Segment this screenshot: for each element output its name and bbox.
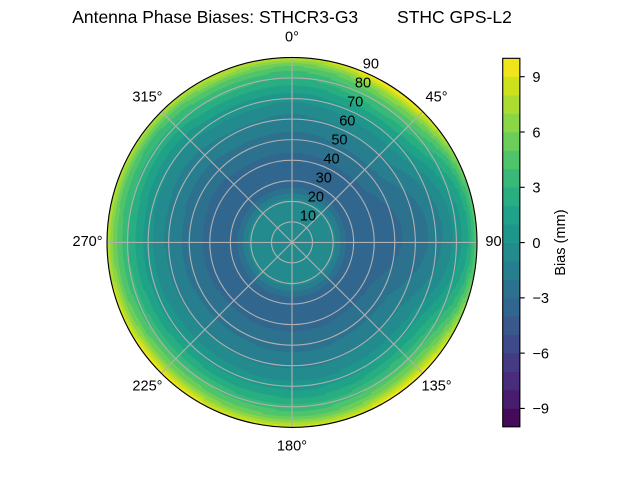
svg-text:−6: −6	[532, 346, 549, 362]
svg-text:180°: 180°	[277, 439, 307, 455]
svg-text:135°: 135°	[421, 379, 451, 395]
svg-text:70: 70	[347, 94, 363, 110]
svg-text:60: 60	[339, 113, 355, 129]
svg-text:90: 90	[363, 56, 379, 72]
svg-text:315°: 315°	[132, 90, 162, 106]
svg-text:30: 30	[316, 170, 332, 186]
svg-text:270°: 270°	[72, 234, 102, 250]
svg-text:40: 40	[323, 151, 339, 167]
svg-text:6: 6	[532, 125, 540, 141]
svg-text:45°: 45°	[426, 90, 448, 106]
svg-text:90°: 90°	[485, 234, 507, 250]
svg-text:225°: 225°	[132, 379, 162, 395]
svg-text:−9: −9	[532, 402, 549, 418]
svg-text:50: 50	[331, 132, 347, 148]
svg-text:Antenna Phase Biases: STHCR3-G: Antenna Phase Biases: STHCR3-G3 STHC GPS…	[72, 7, 512, 27]
svg-text:80: 80	[355, 75, 371, 91]
svg-text:0°: 0°	[285, 30, 299, 46]
svg-text:20: 20	[308, 189, 324, 205]
svg-text:3: 3	[532, 181, 540, 197]
svg-text:9: 9	[532, 70, 540, 86]
svg-text:−3: −3	[532, 291, 549, 307]
svg-text:0: 0	[532, 236, 540, 252]
svg-text:Bias (mm): Bias (mm)	[553, 209, 569, 275]
svg-text:10: 10	[300, 208, 316, 224]
